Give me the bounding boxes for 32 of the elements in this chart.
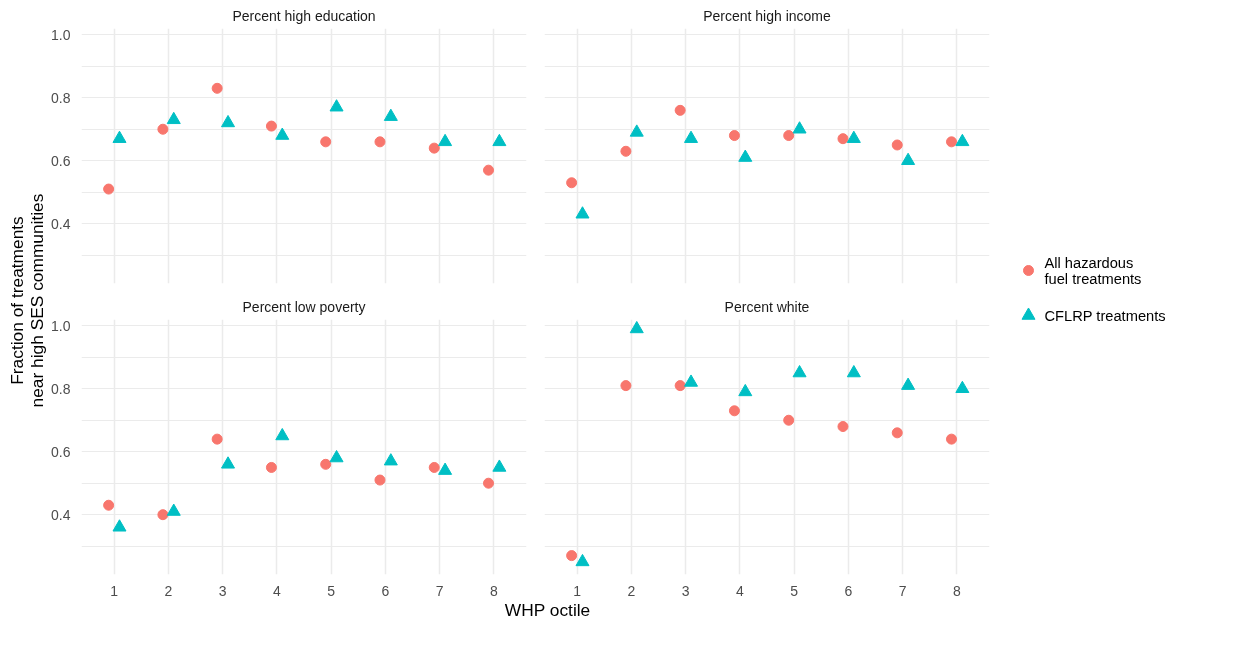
- y-axis-title: Fraction of treatments near high SES communities: [6, 193, 47, 408]
- y-tick-label: 0.8: [51, 380, 71, 397]
- x-tick-label: 8: [953, 582, 962, 599]
- chart-title: Percent high education: [232, 7, 376, 24]
- x-tick-label: 5: [327, 582, 336, 599]
- x-tick-label: 4: [735, 582, 744, 599]
- legend-label: CFLRP treatments: [1044, 307, 1166, 324]
- legend-label: All hazardous fuel treatments: [1044, 254, 1142, 287]
- x-tick-label: 2: [164, 582, 173, 599]
- x-tick-label: 7: [435, 582, 444, 599]
- chart-title: Percent high income: [703, 7, 832, 24]
- y-tick-label: 0.6: [51, 152, 71, 169]
- x-tick-label: 3: [218, 582, 227, 599]
- x-axis-title: WHP octile: [504, 599, 591, 620]
- chart-title: Percent white: [724, 298, 810, 315]
- x-tick-label: 2: [627, 582, 636, 599]
- y-tick-label: 0.4: [51, 215, 71, 232]
- chart-title: Percent low poverty: [242, 298, 366, 315]
- x-tick-label: 7: [898, 582, 907, 599]
- x-tick-label: 1: [573, 582, 582, 599]
- x-tick-label: 1: [110, 582, 119, 599]
- x-tick-label: 4: [272, 582, 281, 599]
- x-tick-label: 5: [790, 582, 799, 599]
- x-tick-label: 6: [381, 582, 390, 599]
- y-tick-label: 0.4: [51, 506, 71, 523]
- y-tick-label: 1.0: [51, 317, 71, 334]
- y-tick-label: 0.8: [51, 89, 71, 106]
- y-tick-label: 0.6: [51, 443, 71, 460]
- x-tick-label: 6: [844, 582, 853, 599]
- y-tick-label: 1.0: [51, 26, 71, 43]
- x-tick-label: 3: [681, 582, 690, 599]
- x-tick-label: 8: [490, 582, 499, 599]
